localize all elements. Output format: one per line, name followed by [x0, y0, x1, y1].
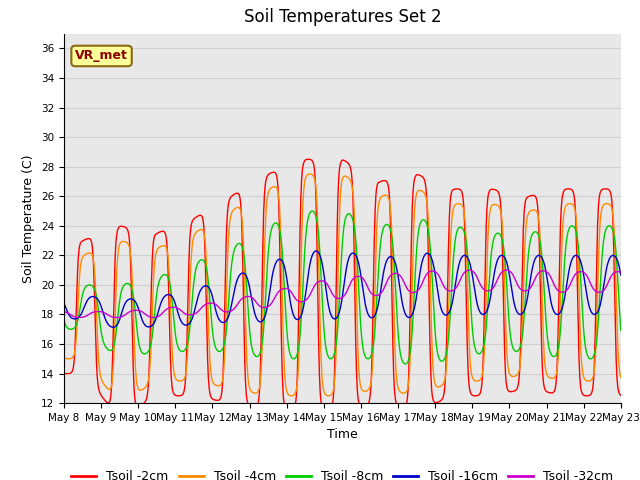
Y-axis label: Soil Temperature (C): Soil Temperature (C) — [22, 154, 35, 283]
X-axis label: Time: Time — [327, 429, 358, 442]
Text: VR_met: VR_met — [75, 49, 128, 62]
Legend: Tsoil -2cm, Tsoil -4cm, Tsoil -8cm, Tsoil -16cm, Tsoil -32cm: Tsoil -2cm, Tsoil -4cm, Tsoil -8cm, Tsoi… — [67, 465, 618, 480]
Title: Soil Temperatures Set 2: Soil Temperatures Set 2 — [244, 9, 441, 26]
